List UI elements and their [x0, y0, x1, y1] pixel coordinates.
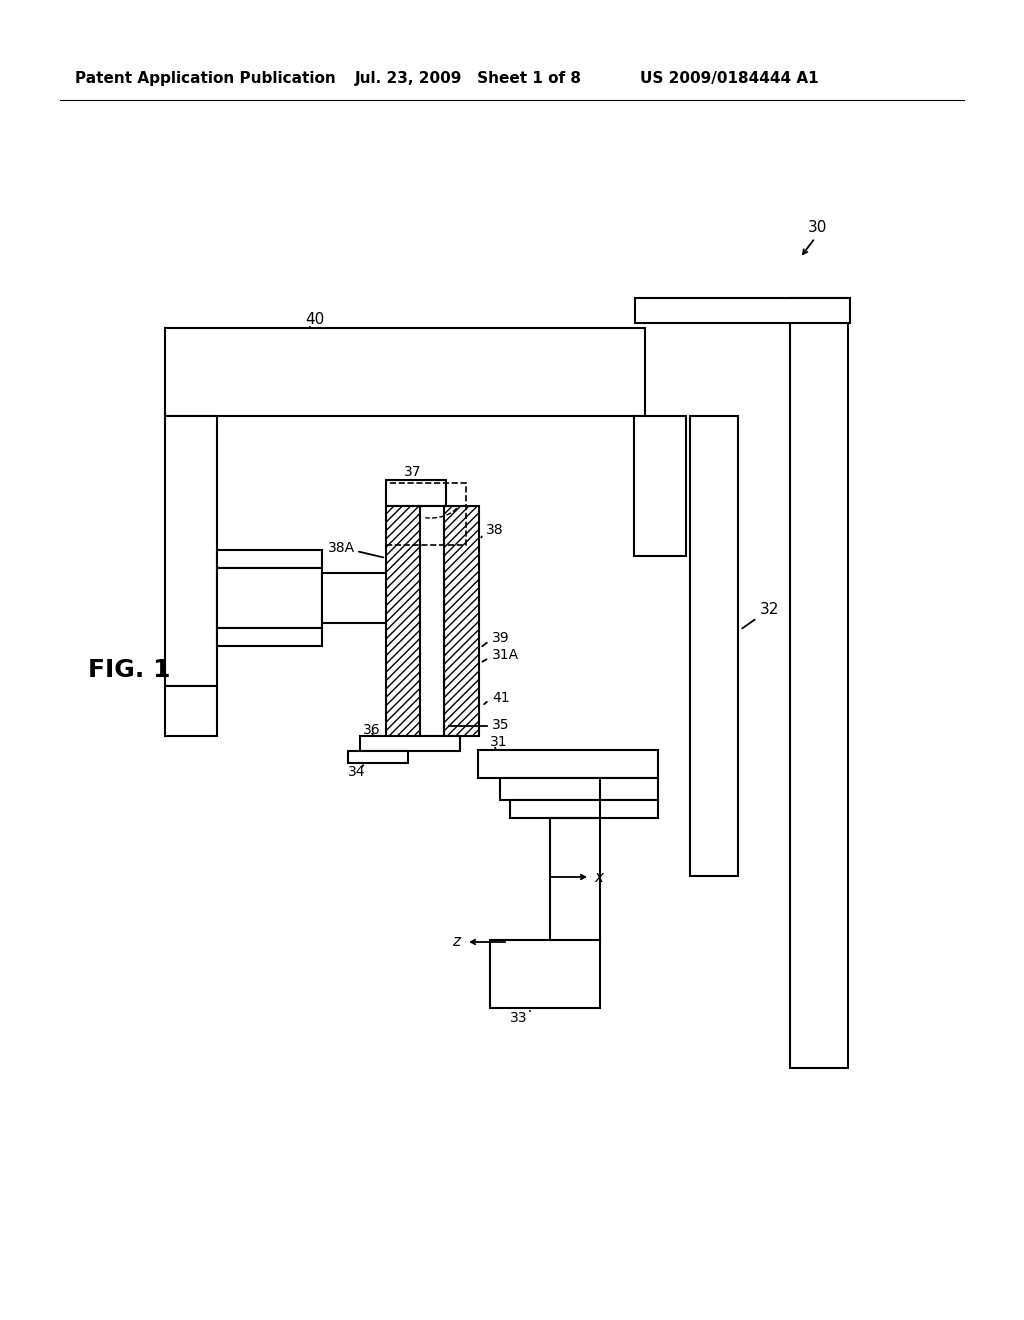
- Text: 31: 31: [490, 735, 508, 748]
- Bar: [690, 416, 738, 876]
- Bar: [444, 506, 479, 737]
- Text: 41: 41: [492, 690, 510, 705]
- Bar: [634, 416, 686, 556]
- Bar: [165, 327, 645, 416]
- Bar: [360, 737, 460, 751]
- Text: 30: 30: [808, 220, 827, 235]
- Text: 34: 34: [348, 766, 366, 779]
- Text: 33: 33: [510, 1011, 527, 1026]
- Text: z: z: [452, 935, 460, 949]
- Bar: [386, 506, 421, 737]
- Bar: [490, 940, 600, 1008]
- Bar: [165, 686, 217, 737]
- Text: 37: 37: [404, 465, 422, 479]
- Bar: [348, 751, 408, 763]
- Bar: [420, 506, 444, 737]
- Text: Patent Application Publication: Patent Application Publication: [75, 70, 336, 86]
- Bar: [165, 416, 217, 686]
- Bar: [510, 800, 658, 818]
- Bar: [217, 628, 322, 645]
- Bar: [635, 298, 850, 323]
- Text: 36: 36: [362, 723, 381, 737]
- Text: Jul. 23, 2009   Sheet 1 of 8: Jul. 23, 2009 Sheet 1 of 8: [355, 70, 582, 86]
- Bar: [478, 750, 658, 777]
- Text: US 2009/0184444 A1: US 2009/0184444 A1: [640, 70, 818, 86]
- Bar: [386, 483, 466, 545]
- Text: 35: 35: [492, 718, 510, 733]
- Bar: [790, 298, 848, 1068]
- Text: 39: 39: [492, 631, 510, 645]
- Bar: [217, 568, 322, 628]
- Text: 38: 38: [486, 523, 504, 537]
- Text: 32: 32: [760, 602, 779, 618]
- Text: 31A: 31A: [492, 648, 519, 663]
- Bar: [386, 480, 446, 506]
- Text: 40: 40: [305, 313, 325, 327]
- Bar: [500, 777, 658, 800]
- Text: x: x: [594, 870, 603, 884]
- Text: 38A: 38A: [328, 541, 355, 554]
- Bar: [217, 550, 322, 568]
- Bar: [322, 573, 387, 623]
- Text: FIG. 1: FIG. 1: [88, 657, 171, 682]
